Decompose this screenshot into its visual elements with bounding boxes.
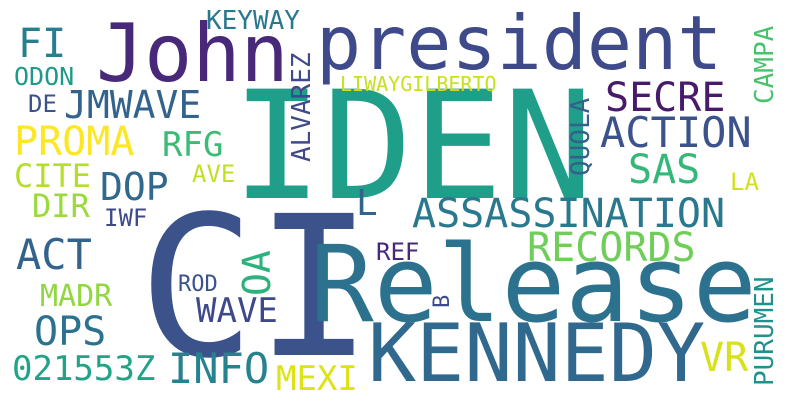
word-proma: PROMA xyxy=(14,119,135,165)
word-release: Release xyxy=(310,223,757,346)
word-assassination: ASSASSINATION xyxy=(412,191,726,237)
word-rod: ROD xyxy=(178,272,218,297)
word-alvarez: ALVAREZ xyxy=(287,52,317,162)
word-kennedy: KENNEDY xyxy=(368,307,706,400)
word-l: L xyxy=(356,183,378,224)
word-ops: OPS xyxy=(34,309,107,355)
word-b: B xyxy=(430,294,455,308)
word-info: INFO xyxy=(168,344,270,393)
word-secre: SECRE xyxy=(605,75,726,121)
word-records: RECORDS xyxy=(527,225,696,271)
word-madr: MADR xyxy=(40,279,113,314)
word-john: John xyxy=(96,7,289,100)
word-dop: DOP xyxy=(100,165,169,209)
word-021553z: 021553Z xyxy=(12,349,156,389)
word-wave: WAVE xyxy=(196,291,278,331)
word-de: DE xyxy=(28,90,57,118)
word-act: ACT xyxy=(16,230,92,279)
word-ref: REF xyxy=(376,238,420,266)
word-oa: OA xyxy=(235,250,279,296)
word-ave: AVE xyxy=(192,160,236,188)
word-iden: IDEN xyxy=(232,60,594,234)
word-mexi: MEXI xyxy=(276,359,358,399)
word-rfg: RFG xyxy=(162,125,224,165)
word-la: LA xyxy=(730,168,759,196)
word-jmwave: JMWAVE xyxy=(64,83,202,127)
word-keyway: KEYWAY xyxy=(206,6,300,36)
word-odon: ODON xyxy=(14,62,75,91)
word-quola: QUOLA xyxy=(566,97,596,176)
word-campa: CAMPA xyxy=(750,25,780,104)
word-sas: SAS xyxy=(628,147,701,193)
word-president: president xyxy=(316,0,723,87)
word-fi: FI xyxy=(18,21,67,67)
word-vr: VR xyxy=(700,335,749,381)
word-cite: CITE xyxy=(14,157,92,195)
word-action: ACTION xyxy=(600,108,752,157)
word-purumen: PURUMEN xyxy=(750,276,780,386)
word-iwf: IWF xyxy=(104,204,148,232)
word-ci: CI xyxy=(138,174,373,401)
word-dir: DIR xyxy=(32,187,90,225)
word-liwaygilberto: LIWAYGILBERTO xyxy=(340,72,497,96)
